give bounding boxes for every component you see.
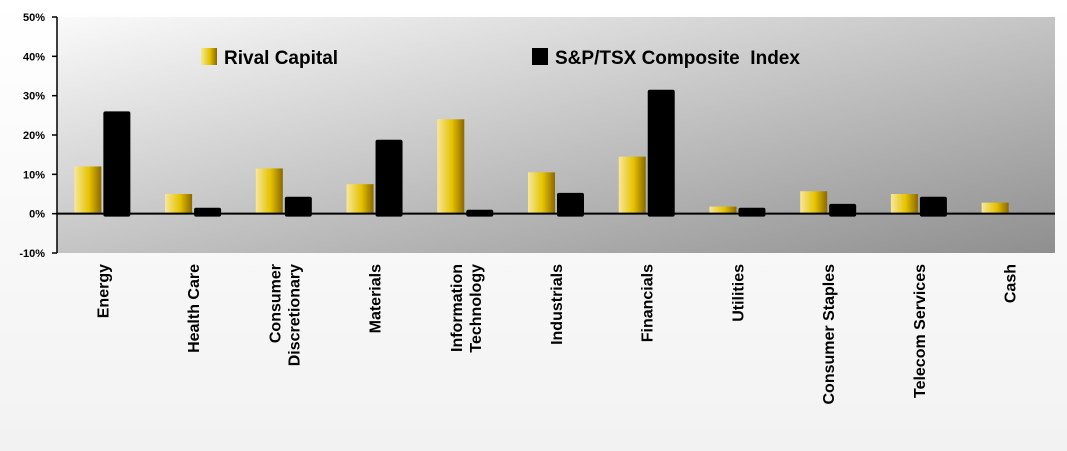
bar-rival-capital (709, 206, 737, 214)
bar-rival-capital (255, 168, 283, 214)
bar-rival-capital (890, 194, 918, 214)
x-category-label: Cash (1003, 264, 1020, 303)
y-tick-label: 0% (29, 209, 45, 221)
bar-rival-capital (74, 166, 102, 214)
y-tick-label: -10% (19, 248, 45, 260)
x-category-label: Industrials (549, 264, 566, 345)
bar-rival-capital (437, 119, 465, 214)
bar-rival-capital (618, 156, 646, 214)
x-category-label: Energy (95, 264, 112, 318)
x-category-label: Consumer (267, 264, 284, 343)
bar-sp-tsx (647, 89, 675, 217)
bar-sp-tsx (103, 111, 131, 217)
bar-rival-capital (800, 191, 828, 214)
bar-sp-tsx (919, 196, 947, 217)
bar-sp-tsx (375, 139, 403, 217)
y-tick-label: 50% (23, 12, 45, 24)
bar-rival-capital (981, 202, 1009, 214)
y-tick-label: 20% (23, 130, 45, 142)
x-axis-labels: Energy Health Care Consumer Discretionary Ma… (95, 264, 1019, 405)
x-category-label: Financials (640, 264, 657, 342)
y-tick-label: 10% (23, 169, 45, 181)
legend-label-rival-capital: Rival Capital (224, 48, 338, 69)
x-category-label: Technology (468, 264, 485, 353)
bar-sp-tsx (829, 203, 857, 217)
bars (74, 89, 1009, 217)
x-category-label: Telecom Services (912, 264, 929, 398)
bar-sp-tsx (194, 207, 222, 217)
legend-swatch-rival-capital (201, 48, 217, 65)
x-category-label: Utilities (730, 264, 747, 322)
x-category-label: Discretionary (286, 264, 303, 366)
bar-rival-capital (346, 184, 374, 214)
bar-sp-tsx (738, 207, 766, 217)
x-category-label: Consumer Staples (821, 264, 838, 405)
y-axis: 50% 40% 30% 20% 10% 0% -10% (19, 12, 58, 260)
legend: Rival Capital S&P/TSX Composite Index (201, 48, 800, 69)
x-category-label: Health Care (186, 264, 203, 353)
bar-sp-tsx (557, 192, 584, 217)
x-category-label: Materials (368, 264, 385, 333)
legend-label-sp-tsx: S&P/TSX Composite Index (555, 48, 800, 69)
legend-swatch-sp-tsx (532, 48, 548, 65)
bar-sp-tsx (284, 196, 312, 217)
bar-rival-capital (528, 172, 555, 214)
bar-rival-capital (165, 194, 193, 214)
y-tick-label: 40% (23, 51, 45, 63)
x-category-label: Information (449, 264, 466, 352)
y-tick-label: 30% (23, 91, 45, 103)
